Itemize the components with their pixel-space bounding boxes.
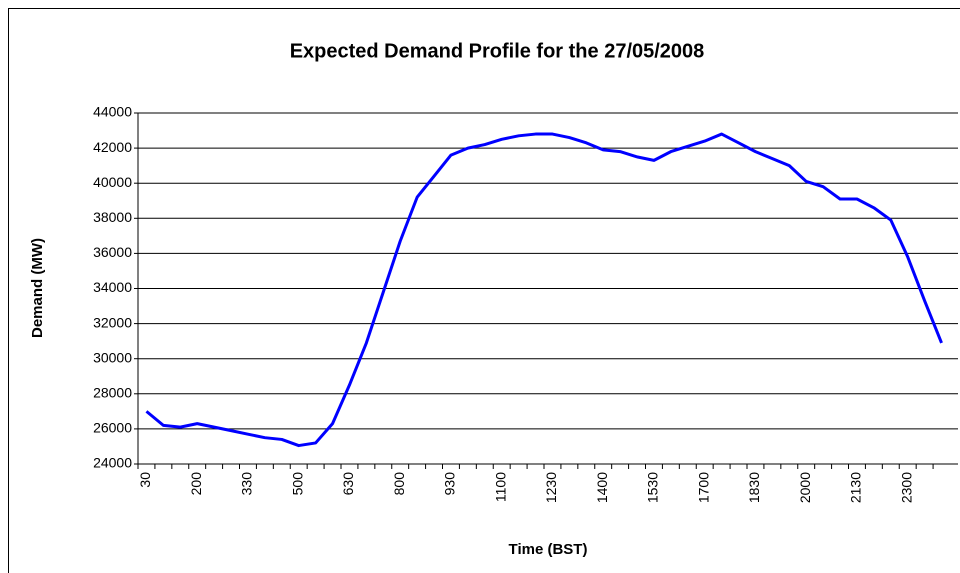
- x-tick-label: 1100: [492, 472, 508, 502]
- x-tick-label: 1700: [695, 472, 711, 503]
- y-tick-label: 30000: [93, 349, 132, 365]
- y-tick-label: 24000: [93, 455, 132, 471]
- x-tick-label: 30: [137, 472, 153, 488]
- x-tick-label: 2300: [898, 472, 914, 503]
- y-tick-label: 38000: [93, 209, 132, 225]
- y-tick-label: 36000: [93, 244, 132, 260]
- x-tick-label: 330: [239, 472, 255, 496]
- data-line: [145, 132, 943, 448]
- x-axis-title: Time (BST): [509, 541, 588, 558]
- x-tick-label: 2000: [797, 472, 813, 503]
- x-tick-label: 1530: [645, 472, 661, 503]
- x-tick-label: 200: [188, 472, 204, 496]
- y-axis-title: Demand (MW): [29, 238, 46, 338]
- y-tick-label: 42000: [93, 139, 132, 155]
- x-tick-label: 1400: [594, 472, 610, 503]
- y-tick-label: 32000: [93, 314, 132, 330]
- y-tick-label: 26000: [93, 420, 132, 436]
- x-tick-label: 800: [391, 472, 407, 496]
- chart-title: Expected Demand Profile for the 27/05/20…: [290, 40, 705, 62]
- y-tick-label: 34000: [93, 279, 132, 295]
- x-tick-label: 1830: [746, 472, 762, 503]
- chart-border: [8, 8, 960, 573]
- x-tick-label: 1230: [543, 472, 559, 503]
- y-tick-label: 44000: [93, 104, 132, 120]
- x-tick-label: 930: [442, 472, 458, 496]
- y-tick-label: 40000: [93, 174, 132, 190]
- x-tick-label: 630: [340, 472, 356, 496]
- x-tick-label: 2130: [848, 472, 864, 503]
- y-tick-label: 28000: [93, 385, 132, 401]
- x-tick-label: 500: [289, 472, 305, 496]
